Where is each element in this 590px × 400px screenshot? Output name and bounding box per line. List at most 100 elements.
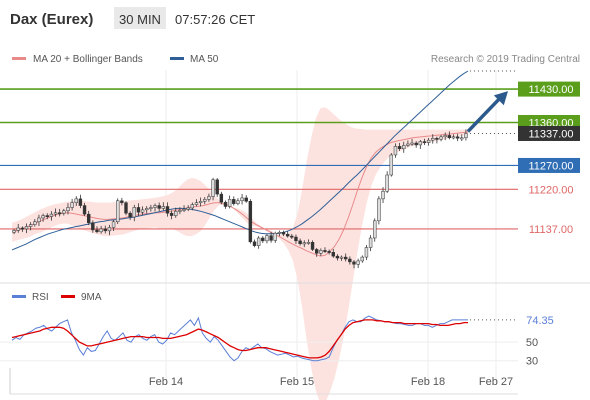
level-label-text: 11137.00 (529, 224, 573, 236)
candle-body (178, 210, 182, 212)
candle-body (418, 141, 423, 146)
candle-body (443, 135, 447, 138)
candle-body (182, 209, 186, 211)
candle-body (211, 179, 215, 197)
candle-body (451, 136, 456, 139)
candle-body (28, 224, 33, 227)
candle-body (49, 213, 54, 217)
rsi-tick-label: 50 (526, 337, 538, 349)
candle-body (236, 200, 240, 204)
x-tick-label: Feb 27 (479, 376, 513, 388)
candle-body (20, 227, 25, 230)
candle-body (95, 229, 99, 233)
ma20-legend-swatch (12, 57, 26, 60)
candle-body (174, 211, 178, 216)
candle-body (426, 139, 431, 143)
candle-body (57, 212, 62, 215)
candle-body (240, 197, 244, 202)
level-lines-layer (0, 70, 518, 230)
candle-body (281, 232, 286, 235)
candle-body (12, 230, 16, 233)
candle-body (124, 202, 128, 214)
candle-body (186, 207, 190, 210)
candle-body (402, 145, 406, 149)
instrument-title: Dax (Eurex) (10, 11, 93, 28)
rsi-ma-legend-swatch (61, 295, 75, 298)
candle-body (285, 233, 290, 237)
candle-body (116, 200, 120, 223)
ma50-line (11, 70, 469, 251)
candle-body (70, 202, 74, 208)
candle-body (364, 247, 369, 258)
candle-body (298, 240, 302, 244)
candle-body (273, 232, 277, 241)
candle-body (464, 133, 468, 139)
candle-body (161, 206, 166, 209)
ma20-legend-label: MA 20 + Bollinger Bands (33, 54, 143, 65)
candle-body (435, 138, 439, 140)
candle-body (145, 208, 149, 211)
rsi-panel-layer: 30 50 74.35 (0, 315, 554, 368)
level-label-box (518, 181, 580, 197)
x-tick-label: Feb 18 (411, 376, 445, 388)
candle-body (244, 197, 248, 202)
candle-body (277, 232, 282, 234)
candle-body (314, 249, 319, 254)
candle-body (219, 193, 224, 203)
candle-body (107, 227, 112, 232)
candle-body (207, 196, 211, 200)
candle-body (261, 237, 265, 242)
candle-body (252, 241, 257, 246)
level-labels-layer: 11430.0011360.0011337.0011270.0011220.00… (518, 81, 580, 237)
candle-body (256, 237, 261, 246)
candle-body (86, 213, 91, 223)
candle-body (132, 207, 136, 218)
candle-body (91, 222, 95, 231)
candle-body (344, 256, 348, 260)
candle-body (269, 235, 273, 241)
candle-body (339, 256, 344, 259)
candle-body (37, 217, 41, 223)
candle-body (33, 221, 37, 225)
target-arrow-shaft (466, 94, 504, 133)
level-label-text: 11430.00 (528, 84, 573, 96)
candle-body (352, 261, 356, 265)
candle-body (140, 209, 145, 213)
timestamp: 07:57:26 CET (175, 12, 255, 27)
candle-body (265, 235, 269, 242)
candle-body (377, 198, 381, 222)
bollinger-band (12, 107, 468, 400)
candle-body (410, 142, 414, 145)
candle-body (290, 235, 294, 238)
candle-body (356, 260, 360, 265)
target-arrow-layer (466, 91, 508, 133)
candle-body (136, 207, 141, 213)
candle-body (310, 242, 315, 250)
candle-body (190, 204, 195, 209)
candle-body (248, 201, 253, 243)
candle-body (82, 205, 87, 215)
level-label-box (518, 157, 580, 173)
candle-body (157, 205, 161, 209)
candle-body (41, 215, 45, 219)
rsi-ma-line (11, 319, 468, 359)
candle-body (227, 199, 232, 207)
candle-body (447, 135, 452, 139)
ma50-legend-swatch (170, 57, 184, 60)
candle-body (360, 256, 364, 262)
ma50-legend-label: MA 50 (190, 54, 219, 65)
candle-body (323, 250, 327, 252)
rsi-ma-legend-label: 9MA (81, 292, 102, 303)
candle-body (169, 212, 174, 216)
level-label-box (518, 221, 580, 237)
candle-body (348, 258, 352, 263)
candle-body (294, 236, 298, 242)
candle-body (406, 143, 410, 146)
candle-body (414, 142, 418, 146)
candle-body (153, 205, 157, 208)
candle-body (319, 250, 323, 254)
candle-body (103, 228, 107, 232)
candle-body (306, 242, 311, 244)
